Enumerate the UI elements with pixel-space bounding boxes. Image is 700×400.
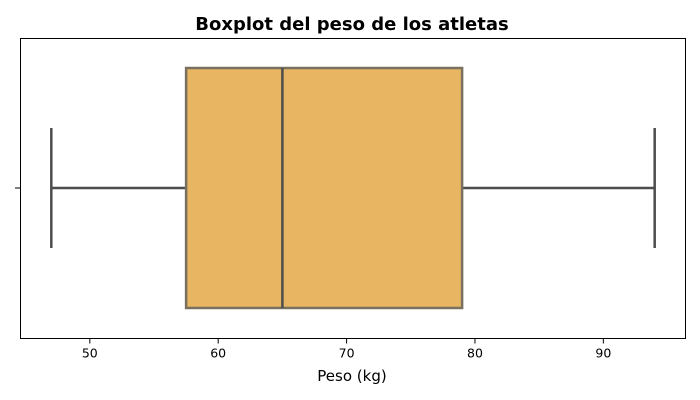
x-tick-label: 80 [467, 346, 483, 361]
x-tick-label: 90 [595, 346, 611, 361]
x-tick-label: 50 [82, 346, 98, 361]
x-tick-label: 70 [339, 346, 355, 361]
interquartile-box [184, 66, 464, 310]
chart-title: Boxplot del peso de los atletas [195, 14, 508, 35]
x-tick-label: 60 [210, 346, 226, 361]
x-axis-label: Peso (kg) [317, 367, 386, 385]
boxplot-group [50, 66, 656, 310]
x-axis: 50 60 70 80 90 [82, 338, 611, 361]
